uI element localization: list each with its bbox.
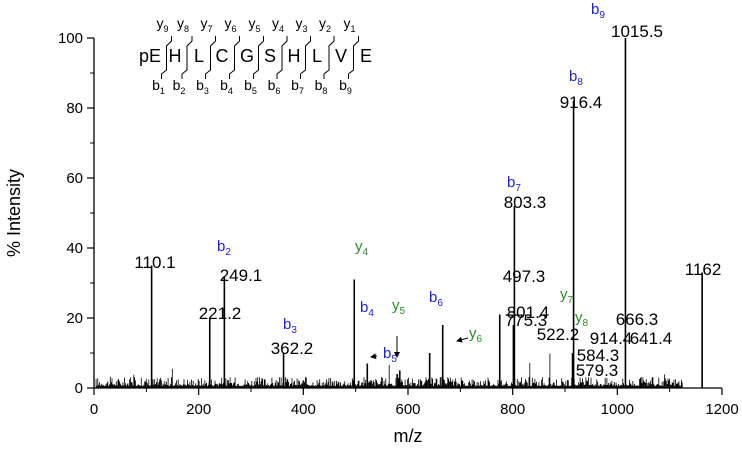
annotation-arrow <box>456 336 469 343</box>
y-fragment-5: y5 <box>248 15 260 34</box>
ion-label-b7: b7 <box>507 174 521 194</box>
ion-label-b9: b9 <box>591 1 605 21</box>
y-tick-label: 40 <box>66 240 83 257</box>
y-ticks: 0 20 40 60 80 100 <box>58 30 94 397</box>
x-tick-label: 0 <box>90 401 98 418</box>
residue-10: E <box>360 46 372 66</box>
peaks <box>150 38 703 388</box>
b-fragment-1: b1 <box>152 77 165 96</box>
residue-8: L <box>312 46 322 66</box>
y-fragment-6: y6 <box>224 15 236 34</box>
residue-4: C <box>216 46 229 66</box>
y-tick-label: 0 <box>75 380 83 397</box>
x-tick-label: 400 <box>291 401 316 418</box>
residue-6: S <box>264 46 276 66</box>
annotation-arrows <box>370 336 469 360</box>
y-fragment-9: y9 <box>156 15 168 34</box>
cleavage-mark <box>348 36 359 79</box>
x-tick-label: 1200 <box>705 401 738 418</box>
cleavage-mark <box>276 36 288 79</box>
peak-label-775.3: 775.3 <box>505 311 548 330</box>
cleavage-mark <box>300 36 311 79</box>
residue-2: H <box>169 46 182 66</box>
ion-label-y5: y5 <box>392 297 406 317</box>
ion-label-y4: y4 <box>355 238 369 258</box>
noise-trace <box>95 353 683 388</box>
y-tick-label: 60 <box>66 170 83 187</box>
x-tick-label: 1000 <box>601 401 634 418</box>
y-axis-title: % Intensity <box>4 169 24 257</box>
residue-7: H <box>288 46 301 66</box>
peak-label-916.4: 916.4 <box>560 93 603 112</box>
ion-label-b3: b3 <box>283 316 297 336</box>
annotation-arrow <box>370 353 378 360</box>
peak-labels: 110.1 221.2 249.1 362.2 497.3 522.2 579.3584.3… <box>134 22 721 380</box>
b-fragment-3: b3 <box>196 77 209 96</box>
b-fragment-6: b6 <box>268 77 281 96</box>
y-tick-label: 20 <box>66 310 83 327</box>
peak-label-803.3: 803.3 <box>504 193 547 212</box>
b-fragment-4: b4 <box>220 77 233 96</box>
cleavage-mark <box>181 36 193 79</box>
peak-label-522.2: 522.2 <box>537 325 580 344</box>
y-fragment-1: y1 <box>343 15 355 34</box>
cleavage-mark <box>205 36 216 79</box>
ion-label-b8: b8 <box>569 68 583 88</box>
x-ticks: 0 200 400 600 800 1000 1200 <box>90 388 739 418</box>
cleavage-mark <box>161 36 172 79</box>
peak-label-1015.5: 1015.5 <box>611 22 663 41</box>
residue-1: pE <box>139 46 161 66</box>
ion-label-b4: b4 <box>360 299 374 319</box>
peak-label-497.3: 497.3 <box>503 267 546 286</box>
b-fragment-9: b9 <box>339 77 352 96</box>
peak-label-249.1: 249.1 <box>220 266 263 285</box>
y-fragment-3: y3 <box>295 15 307 34</box>
residue-9: V <box>335 46 347 66</box>
y-fragment-8: y8 <box>177 15 189 34</box>
peak-label-221.2: 221.2 <box>199 304 242 323</box>
peak-label-641.4: 641.4 <box>630 329 673 348</box>
ion-label-y8: y8 <box>575 309 589 329</box>
x-axis-title: m/z <box>394 426 423 446</box>
y-fragment-2: y2 <box>319 15 331 34</box>
b-fragment-7: b7 <box>291 77 304 96</box>
peak-label-914.4: 914.4 <box>590 329 633 348</box>
cleavage-mark <box>323 36 335 79</box>
cleavage-mark <box>229 36 240 79</box>
residue-5: G <box>240 46 254 66</box>
baseline-noise <box>95 353 683 388</box>
b-fragment-2: b2 <box>173 77 186 96</box>
y-tick-label: 100 <box>58 30 83 47</box>
peak-label-110.1: 110.1 <box>134 253 175 272</box>
x-tick-label: 200 <box>186 401 211 418</box>
peak-label-801.4: 801.4 <box>507 303 550 322</box>
peak-label-666.3: 666.3 <box>616 310 659 329</box>
ion-label-b6: b6 <box>429 289 443 309</box>
ion-label-y6: y6 <box>469 325 483 345</box>
ion-label-b2: b2 <box>217 238 231 258</box>
y-fragment-4: y4 <box>272 15 284 34</box>
b-fragment-5: b5 <box>244 77 257 96</box>
cleavage-mark <box>253 36 264 79</box>
y-fragment-7: y7 <box>200 15 212 34</box>
x-tick-label: 600 <box>395 401 420 418</box>
residue-3: L <box>194 46 204 66</box>
ion-label-b5: b5 <box>383 345 397 365</box>
ion-label-y7: y7 <box>560 286 574 306</box>
peak-label-1162: 1162 <box>685 260 722 279</box>
peak-label-362.2: 362.2 <box>271 339 314 358</box>
b-fragment-8: b8 <box>315 77 328 96</box>
peak-label-579.3: 579.3 <box>576 361 619 380</box>
peak-label-584.3: 584.3 <box>577 346 620 365</box>
y-tick-label: 80 <box>66 100 83 117</box>
x-tick-label: 800 <box>500 401 525 418</box>
